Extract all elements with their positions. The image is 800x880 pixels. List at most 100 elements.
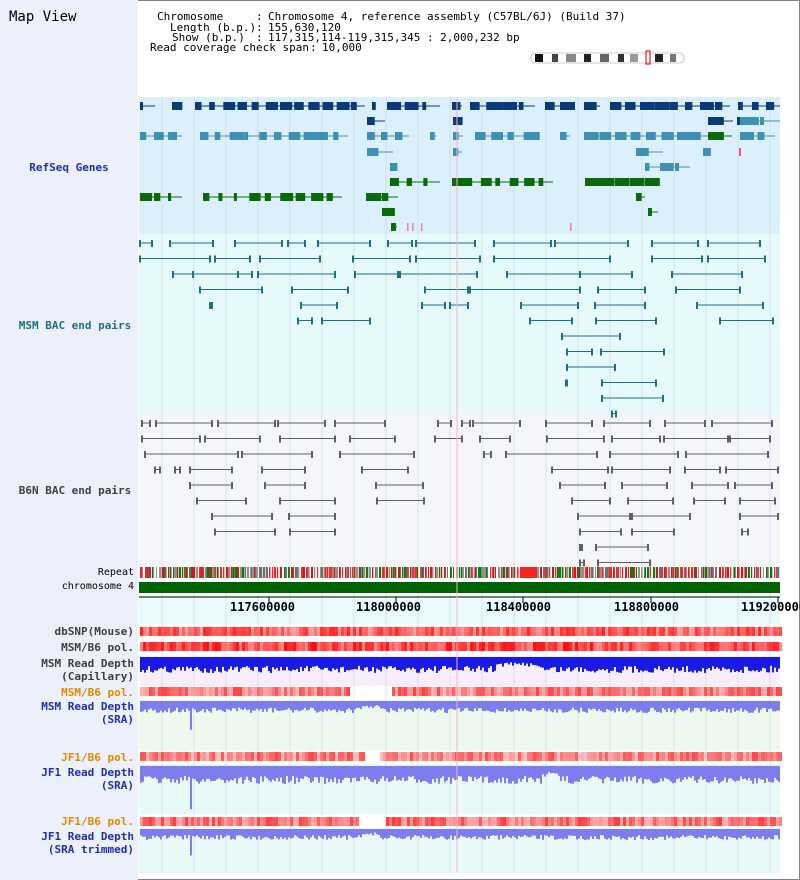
depth-bar: [316, 766, 318, 778]
heat-cell: [458, 642, 461, 651]
heat-cell: [302, 642, 305, 651]
depth-bar: [708, 701, 710, 710]
track-label-msm-b6-pol-2[interactable]: MSM/B6 pol.: [61, 686, 134, 699]
bac-end-right: [209, 255, 211, 263]
repeat-element: [562, 567, 564, 578]
track-label-repeat[interactable]: Repeat: [97, 567, 134, 578]
depth-bar: [352, 766, 354, 779]
depth-bar: [458, 701, 460, 709]
depth-bar: [690, 701, 692, 713]
bac-end-left: [561, 333, 563, 340]
heat-cell: [386, 752, 389, 761]
heat-cell: [215, 627, 218, 636]
repeat-element: [662, 567, 664, 578]
track-label-msm-depth-sra[interactable]: MSM Read Depth: [41, 700, 134, 713]
track-label-chromosome[interactable]: chromosome 4: [61, 581, 134, 592]
heat-cell: [497, 642, 500, 651]
heat-cell: [569, 627, 572, 636]
depth-bar: [362, 829, 364, 835]
heat-cell: [539, 817, 542, 826]
depth-bar: [724, 766, 726, 778]
depth-bar: [490, 766, 492, 783]
depth-bar: [374, 657, 376, 673]
depth-bar: [556, 701, 558, 713]
depth-bar: [304, 701, 306, 709]
heat-cell: [356, 752, 359, 761]
bac-end-left: [399, 271, 401, 278]
heat-cell: [218, 817, 221, 826]
heat-cell: [755, 687, 758, 696]
repeat-element: [389, 567, 391, 578]
track-label-jf1-b6-pol-1[interactable]: JF1/B6 pol.: [61, 751, 134, 764]
track-label-jf1-depth-sra[interactable]: JF1 Read Depth: [41, 766, 134, 779]
depth-bar: [216, 657, 218, 667]
bac-end-left: [675, 286, 677, 294]
repeat-element: [345, 567, 347, 578]
polymorphism-heatmaps[interactable]: [140, 627, 782, 826]
depth-bar: [638, 829, 640, 836]
depth-bar: [678, 657, 680, 671]
heat-cell: [446, 687, 449, 696]
depth-bar: [746, 829, 748, 838]
bac-end-right: [663, 348, 665, 356]
track-label-b6n-bac[interactable]: B6N BAC end pairs: [18, 484, 132, 497]
bac-end-left: [279, 497, 281, 505]
chromosome-bar[interactable]: [139, 582, 780, 593]
refseq-genes[interactable]: [140, 102, 780, 231]
depth-bar: [626, 829, 628, 840]
depth-bar: [524, 829, 526, 836]
msm-bac-pairs[interactable]: [139, 240, 774, 418]
track-label-msm-b6-pol-1[interactable]: MSM/B6 pol.: [61, 641, 134, 654]
depth-bar: [390, 701, 392, 709]
gene-exon: [168, 193, 172, 201]
heat-cell: [323, 752, 326, 761]
repeat-track[interactable]: [140, 567, 780, 578]
chromosome-ideogram[interactable]: [530, 50, 685, 65]
depth-bar: [214, 701, 216, 708]
heat-cell: [272, 627, 275, 636]
track-label-jf1-b6-pol-2[interactable]: JF1/B6 pol.: [61, 815, 134, 828]
heat-cell: [143, 752, 146, 761]
bac-end-left: [603, 420, 605, 427]
heat-cell: [506, 642, 509, 651]
track-label-dbsnp[interactable]: dbSNP(Mouse): [54, 625, 134, 638]
depth-bar: [640, 766, 642, 778]
depth-bar: [176, 766, 178, 780]
b6n-bac-pairs[interactable]: [141, 420, 779, 567]
gene-exon: [453, 148, 459, 156]
depth-bar: [172, 701, 174, 712]
track-label-refseq[interactable]: RefSeq Genes: [29, 161, 109, 174]
depth-bar: [148, 766, 150, 777]
repeat-element: [274, 567, 277, 578]
depth-bar: [740, 657, 742, 671]
heat-cell: [170, 687, 173, 696]
track-label-msm-bac[interactable]: MSM BAC end pairs: [18, 319, 132, 332]
depth-bar: [192, 766, 194, 779]
repeat-element: [716, 567, 718, 578]
heat-cell: [698, 627, 701, 636]
track-label-msm-depth-capillary[interactable]: MSM Read Depth: [41, 657, 134, 670]
depth-bar: [242, 829, 244, 837]
bac-end-right: [649, 420, 651, 427]
repeat-element: [774, 567, 776, 578]
heat-cell: [713, 642, 716, 651]
bac-end-left: [684, 466, 686, 474]
repeat-element: [261, 567, 263, 578]
depth-bar: [288, 829, 290, 838]
heat-cell: [491, 642, 494, 651]
heat-cell: [362, 752, 365, 761]
depth-bar: [262, 657, 264, 668]
track-label-jf1-depth-trimmed[interactable]: JF1 Read Depth: [41, 830, 134, 843]
heat-cell: [416, 642, 419, 651]
heat-cell: [452, 752, 455, 761]
depth-bar: [674, 701, 676, 713]
depth-bar: [744, 829, 746, 836]
depth-bar: [778, 766, 780, 783]
heat-cell: [188, 642, 191, 651]
read-depth-bars[interactable]: [140, 657, 780, 856]
bac-end-right: [304, 482, 306, 489]
depth-bar: [366, 829, 368, 834]
depth-bar: [540, 766, 542, 784]
depth-bar: [548, 829, 550, 838]
